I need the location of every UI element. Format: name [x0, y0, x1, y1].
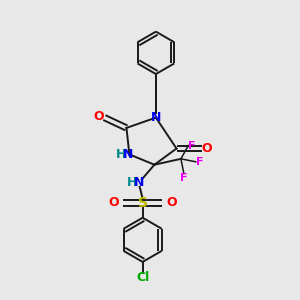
Text: F: F — [180, 173, 188, 183]
Text: O: O — [166, 196, 176, 209]
Text: S: S — [138, 196, 148, 210]
Text: O: O — [109, 196, 119, 209]
Text: N: N — [123, 148, 133, 161]
Text: F: F — [196, 157, 204, 167]
Text: O: O — [94, 110, 104, 123]
Text: O: O — [202, 142, 212, 155]
Text: H: H — [116, 148, 126, 161]
Text: N: N — [151, 111, 161, 124]
Text: N: N — [134, 176, 144, 189]
Text: Cl: Cl — [136, 271, 149, 284]
Text: F: F — [188, 141, 196, 151]
Text: H: H — [127, 176, 137, 189]
